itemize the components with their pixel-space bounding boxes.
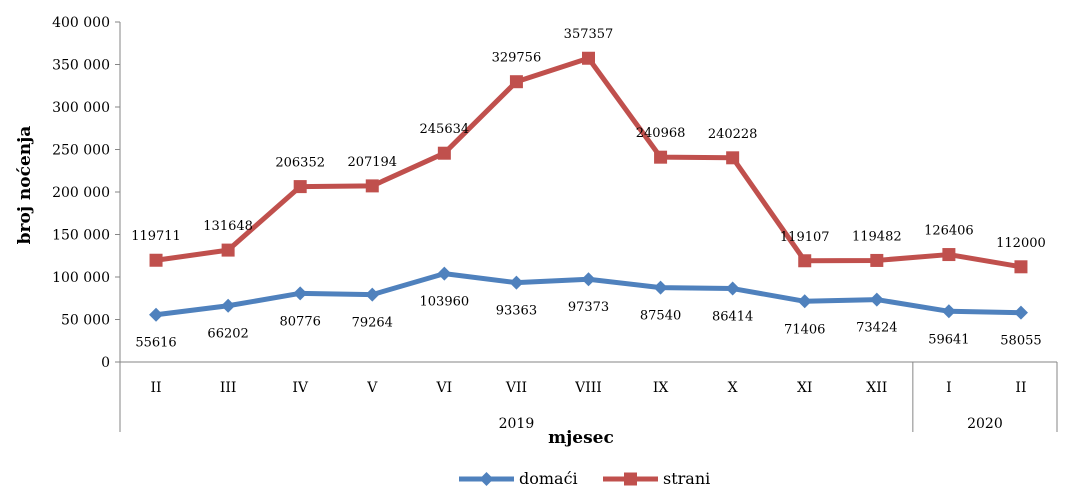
x-axis-title: mjesec	[548, 428, 614, 448]
legend: domaći strani	[459, 469, 710, 488]
data-point-domaći	[941, 304, 956, 319]
y-tick-label: 400 000	[52, 15, 110, 31]
data-label-domaći: 86414	[712, 310, 753, 325]
y-tick-label: 300 000	[52, 100, 110, 116]
x-tick-label: VIII	[574, 380, 602, 396]
y-tick-label: 200 000	[52, 185, 110, 201]
legend-label-strani: strani	[663, 469, 710, 488]
x-tick-label: II	[151, 380, 162, 396]
y-tick-label: 0	[101, 355, 110, 371]
data-point-domaći	[581, 272, 596, 287]
series-layer	[149, 51, 1028, 322]
data-label-strani: 206352	[275, 156, 325, 171]
data-label-strani: 131648	[203, 219, 253, 234]
x-tick-label: XII	[866, 380, 887, 396]
data-point-domaći	[653, 280, 668, 295]
axes: 0 50 000 100 000 150 000 200 000 250 000 300 0…	[52, 15, 1058, 432]
x-tick-label: VII	[505, 380, 527, 396]
data-label-strani: 329756	[492, 51, 542, 66]
year-group-label: 2019	[499, 416, 535, 432]
data-point-domaći	[797, 294, 812, 309]
data-label-strani: 119711	[131, 229, 181, 244]
y-axis-title: broj noćenja	[15, 126, 35, 245]
data-point-domaći	[293, 286, 308, 301]
y-tick-label: 50 000	[61, 313, 110, 329]
y-tick-label: 350 000	[52, 58, 110, 74]
data-label-domaći: 79264	[352, 316, 393, 331]
data-point-domaći	[1013, 305, 1028, 320]
data-label-strani: 240228	[708, 127, 758, 142]
data-label-strani: 119107	[780, 230, 830, 245]
x-tick-label: IV	[292, 380, 309, 396]
data-point-strani	[726, 151, 740, 165]
data-point-strani	[509, 75, 523, 89]
data-label-domaći: 58055	[1000, 334, 1041, 349]
x-tick-label: VI	[436, 380, 453, 396]
data-label-strani: 245634	[420, 122, 470, 137]
data-point-strani	[798, 254, 812, 268]
data-label-strani: 126406	[924, 224, 974, 239]
data-point-strani	[582, 51, 595, 65]
y-tick-label: 150 000	[52, 228, 110, 244]
data-label-domaći: 93363	[496, 304, 537, 319]
data-label-strani: 240968	[636, 126, 686, 141]
data-point-domaći	[725, 281, 740, 296]
data-point-strani	[437, 146, 451, 160]
x-tick-label: X	[728, 380, 738, 396]
data-point-strani	[149, 253, 163, 267]
data-label-domaći: 66202	[207, 327, 248, 342]
data-label-domaći: 103960	[420, 295, 470, 310]
x-tick-label: V	[366, 380, 378, 396]
data-label-domaći: 71406	[784, 322, 825, 337]
legend-label-domaći: domaći	[519, 469, 578, 488]
data-label-domaći: 87540	[640, 309, 681, 324]
data-point-domaći	[437, 266, 452, 281]
y-tick-label: 100 000	[52, 270, 110, 286]
data-point-strani	[1014, 260, 1028, 274]
data-labels: 55616 66202 80776 79264 103960 93363 97373 8754…	[131, 27, 1046, 350]
x-tick-label: III	[220, 380, 237, 396]
data-label-strani: 112000	[996, 236, 1046, 251]
data-point-domaći	[365, 287, 380, 302]
data-label-domaći: 55616	[135, 336, 176, 351]
x-tick-label: II	[1015, 380, 1026, 396]
x-tick-label: XI	[797, 380, 813, 396]
year-group-label: 2020	[967, 416, 1003, 432]
data-point-domaći	[149, 307, 164, 322]
y-tick-label: 250 000	[52, 143, 110, 159]
data-point-strani	[293, 180, 307, 194]
data-point-strani	[942, 248, 956, 262]
data-point-strani	[221, 243, 235, 257]
x-tick-label: IX	[653, 380, 669, 396]
data-label-domaći: 97373	[568, 300, 609, 315]
data-label-strani: 357357	[564, 27, 614, 42]
legend-marker-domaći	[479, 472, 494, 486]
data-label-domaći: 73424	[856, 321, 897, 336]
legend-marker-strani	[624, 472, 637, 486]
data-point-domaći	[509, 275, 524, 290]
data-label-domaći: 80776	[280, 314, 321, 329]
data-point-domaći	[869, 292, 884, 307]
data-point-strani	[870, 253, 884, 267]
data-label-domaći: 59641	[928, 332, 969, 347]
x-tick-label: I	[946, 380, 952, 396]
data-label-strani: 119482	[852, 229, 902, 244]
data-point-domaći	[221, 298, 236, 313]
data-label-strani: 207194	[347, 155, 397, 170]
data-point-strani	[365, 179, 379, 193]
data-point-strani	[654, 150, 668, 164]
